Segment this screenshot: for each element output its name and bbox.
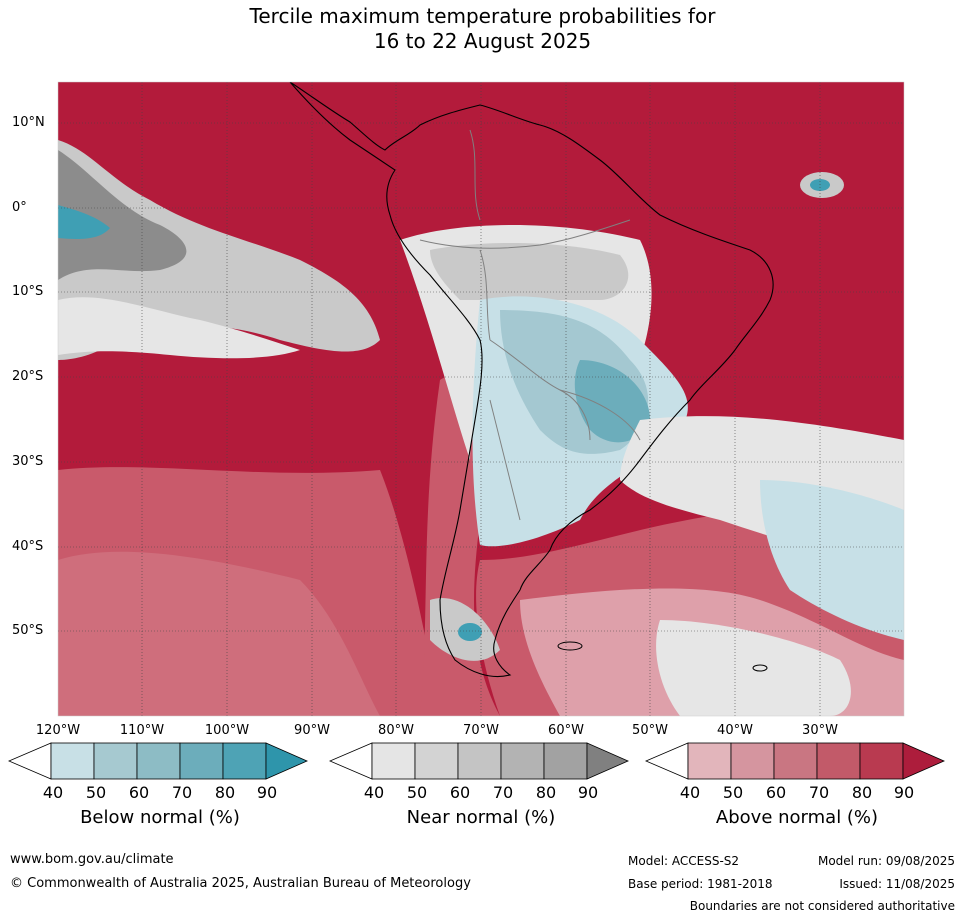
colorbar-above-min-arrow	[645, 742, 689, 780]
issued-text: Issued: 11/08/2025	[839, 877, 955, 891]
cbar-near-tick-60: 60	[449, 783, 471, 802]
cbar-above-tick-60: 60	[765, 783, 787, 802]
field-near-mid-central	[430, 243, 629, 300]
title-line-1: Tercile maximum temperature probabilitie…	[249, 4, 716, 28]
south-georgia-outline	[752, 664, 768, 672]
colorbar-near-bin-3	[457, 742, 502, 780]
website-link[interactable]: www.bom.gov.au/climate	[10, 852, 174, 867]
colorbar-above-bin-3	[773, 742, 818, 780]
cbar-near-tick-90: 90	[577, 783, 599, 802]
colorbar-below-bin-5	[222, 742, 267, 780]
colorbar-near-bin-1	[371, 742, 416, 780]
colorbar-near-bin-5	[543, 742, 588, 780]
title-line-2: 16 to 22 August 2025	[373, 29, 592, 53]
colorbar-above-bin-4	[816, 742, 861, 780]
lon-label-100w: 100°W	[204, 723, 250, 738]
field-below-high-pacific	[58, 205, 110, 239]
model-run-text: Model run: 09/08/2025	[817, 854, 955, 868]
field-below-patagonia	[458, 623, 482, 641]
lat-label-10n: 10°N	[12, 115, 45, 130]
colorbar-near-bin-2	[414, 742, 459, 780]
colorbar-above	[645, 742, 945, 780]
field-below-high-cone	[574, 360, 650, 443]
colorbar-below	[8, 742, 308, 780]
lat-label-30s: 30°S	[12, 454, 44, 469]
colorbar-above-bin-5	[859, 742, 904, 780]
south-america-coastline	[289, 82, 774, 678]
lat-label-10s: 10°S	[12, 284, 44, 299]
cbar-above-tick-40: 40	[679, 783, 701, 802]
cbar-above-tick-80: 80	[851, 783, 873, 802]
cbar-above-tick-90: 90	[893, 783, 915, 802]
colorbar-above-bin-2	[730, 742, 775, 780]
falklands-outline	[557, 641, 583, 651]
colorbar-below-bin-2	[93, 742, 138, 780]
cbar-below-tick-40: 40	[42, 783, 64, 802]
lat-label-50s: 50°S	[12, 623, 44, 638]
colorbar-near-title: Near normal (%)	[406, 807, 556, 828]
lon-label-60w: 60°W	[548, 723, 584, 738]
cbar-above-tick-50: 50	[722, 783, 744, 802]
lat-label-0: 0°	[12, 200, 27, 215]
lon-label-50w: 50°W	[632, 723, 668, 738]
colorbar-above-max-arrow	[902, 742, 945, 780]
lon-label-90w: 90°W	[294, 723, 330, 738]
cbar-above-tick-70: 70	[808, 783, 830, 802]
field-near-mid-pacific	[58, 140, 380, 360]
lon-label-80w: 80°W	[378, 723, 414, 738]
model-text: Model: ACCESS-S2	[628, 854, 740, 868]
cbar-near-tick-70: 70	[492, 783, 514, 802]
field-near-high-pacific	[58, 150, 187, 280]
lon-label-70w: 70°W	[463, 723, 499, 738]
chart-title: Tercile maximum temperature probabilitie…	[0, 4, 965, 54]
cbar-below-tick-90: 90	[256, 783, 278, 802]
disclaimer-text: Boundaries are not considered authoritat…	[689, 899, 955, 913]
cbar-below-tick-50: 50	[85, 783, 107, 802]
graticule	[58, 82, 904, 716]
colorbar-below-bin-4	[179, 742, 224, 780]
lat-label-40s: 40°S	[12, 539, 44, 554]
field-below-low-atlantic	[760, 480, 904, 640]
cbar-below-tick-70: 70	[171, 783, 193, 802]
cbar-near-tick-40: 40	[363, 783, 385, 802]
field-above-mid-sw2	[58, 551, 380, 716]
cbar-below-tick-60: 60	[128, 783, 150, 802]
lon-label-110w: 110°W	[119, 723, 165, 738]
colorbar-near-min-arrow	[329, 742, 373, 780]
cbar-below-tick-80: 80	[214, 783, 236, 802]
lon-label-30w: 30°W	[802, 723, 838, 738]
colorbar-above-bin-1	[687, 742, 732, 780]
colorbar-below-max-arrow	[265, 742, 308, 780]
colorbar-near	[329, 742, 629, 780]
colorbar-below-min-arrow	[8, 742, 52, 780]
cbar-near-tick-80: 80	[535, 783, 557, 802]
map-field	[58, 82, 904, 716]
lat-label-20s: 20°S	[12, 369, 44, 384]
colorbar-near-bin-4	[500, 742, 545, 780]
field-near-low-pacific	[58, 297, 300, 359]
lon-label-40w: 40°W	[717, 723, 753, 738]
map-frame	[57, 81, 905, 717]
colorbar-near-max-arrow	[586, 742, 629, 780]
colorbar-below-bin-3	[136, 742, 181, 780]
country-borders	[419, 129, 641, 521]
cbar-near-tick-50: 50	[406, 783, 428, 802]
lon-label-120w: 120°W	[35, 723, 81, 738]
base-period-text: Base period: 1981-2018	[628, 877, 773, 891]
colorbar-below-bin-1	[50, 742, 95, 780]
copyright-text: © Commonwealth of Australia 2025, Austra…	[10, 876, 471, 891]
colorbar-below-title: Below normal (%)	[80, 807, 240, 828]
colorbar-above-title: Above normal (%)	[715, 807, 879, 828]
